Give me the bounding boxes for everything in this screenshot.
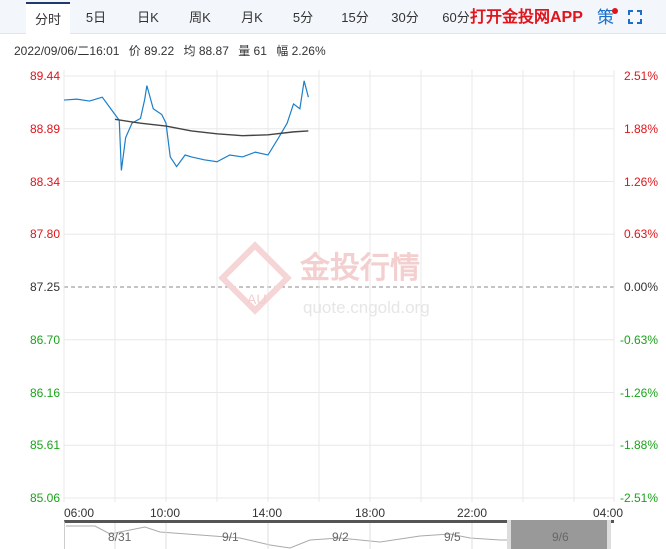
quote-info: 2022/09/06/二16:01 价 89.22 均 88.87 量 61 幅… [14,42,332,59]
y-tick-label: 89.44 [29,69,60,83]
open-app-link[interactable]: 打开金投网APP [470,9,583,26]
average: 均 88.87 [183,44,229,58]
time-navigator[interactable] [64,520,614,549]
navigator-selection-handle[interactable] [507,520,611,549]
tab-7[interactable]: 30分 [391,10,419,25]
price: 价 89.22 [128,44,175,58]
datetime: 2022/09/06/二16:01 [14,44,120,58]
x-tick-label: 04:00 [593,506,624,520]
y-tick-label: 87.25 [29,280,60,294]
tab-3[interactable]: 周K [189,10,211,25]
volume: 量 61 [238,44,267,58]
pct-tick-label: 0.00% [623,280,658,294]
pct-tick-label: 1.26% [623,174,658,189]
tab-0[interactable]: 分时 [26,2,70,35]
avg-line [114,118,309,137]
y-tick-label: 88.89 [29,121,60,136]
pct-tick-label: 2.51% [623,69,658,83]
y-tick-label: 87.80 [29,227,60,242]
navigator-line [66,525,560,549]
tab-8[interactable]: 60分 [442,10,470,25]
y-tick-label: 85.61 [29,438,60,453]
navigator-date: 9/6 [552,530,569,544]
watermark-logo-text: AU [247,291,266,307]
navigator-date: 9/1 [222,530,239,544]
y-tick-label: 88.34 [29,174,60,189]
fullscreen-icon[interactable] [628,10,642,24]
watermark-logo [218,241,292,315]
more-icon[interactable]: ⋮ [658,6,666,27]
pct-tick-label: 0.63% [623,227,658,242]
navigator-date: 9/5 [444,530,461,544]
tab-1[interactable]: 5日 [85,10,107,25]
watermark-brand: 金投行情 [299,251,420,285]
price-line [63,80,309,171]
period-tabs: 分时 5日 日K 周K 月K 5分 15分 30分 60分 [0,0,666,35]
pct-tick-label: -0.63% [619,332,658,347]
x-tick-label: 22:00 [457,506,488,520]
y-tick-label: 86.70 [29,332,60,347]
strategy-button[interactable]: 策 [597,8,614,27]
y-tick-label: 85.06 [29,491,60,505]
notification-dot [612,8,618,14]
navigator-date: 9/2 [332,530,349,544]
y-tick-label: 86.16 [29,385,60,400]
tab-5[interactable]: 5分 [292,10,314,25]
watermark-url: quote.cngold.org [303,298,430,317]
pct-tick-label: 1.88% [623,121,658,136]
navigator-date: 8/31 [108,530,132,544]
x-tick-label: 06:00 [64,506,95,520]
x-tick-label: 10:00 [150,506,181,520]
x-tick-label: 14:00 [252,506,283,520]
pct-tick-label: -1.26% [619,385,658,400]
tab-4[interactable]: 月K [241,10,263,25]
change: 幅 2.26% [276,44,326,58]
x-tick-label: 18:00 [355,506,386,520]
tab-6[interactable]: 15分 [341,10,369,25]
pct-tick-label: -1.88% [619,438,658,453]
pct-tick-label: -2.51% [619,491,658,505]
tab-2[interactable]: 日K [137,10,159,25]
